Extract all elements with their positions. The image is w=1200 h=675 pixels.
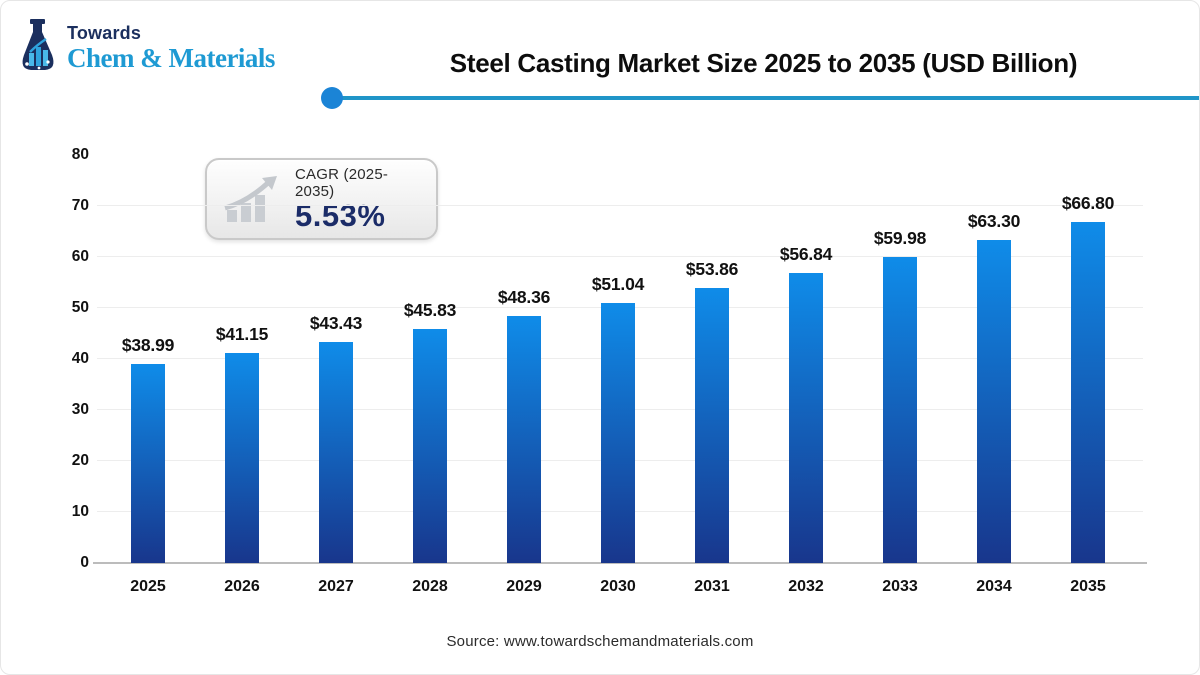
bar-2025 <box>131 364 165 563</box>
y-axis-tick-label: 30 <box>71 401 89 418</box>
x-axis-tick-label: 2026 <box>224 578 260 595</box>
x-axis-tick-label: 2032 <box>788 578 824 595</box>
y-axis: 0 10 20 30 40 50 60 70 80 <box>41 146 89 571</box>
y-axis-tick-label: 10 <box>71 503 89 520</box>
bar-slot-2027: $43.43 <box>289 155 383 563</box>
gridline <box>97 205 1143 206</box>
bar-slot-2035: $66.80 <box>1041 155 1135 563</box>
x-axis-tick-label: 2029 <box>506 578 542 595</box>
logo-towards-label: Towards <box>67 23 142 43</box>
bar-value-label: $56.84 <box>779 244 833 265</box>
bar-2031 <box>695 288 729 563</box>
cagr-value: 5.53% <box>295 197 386 233</box>
bar-slot-2032: $56.84 <box>759 155 853 563</box>
bar-value-label: $38.99 <box>121 335 175 356</box>
bar-slot-2031: $53.86 <box>665 155 759 563</box>
bar-slot-2030: $51.04 <box>571 155 665 563</box>
bar-2032 <box>789 273 823 563</box>
x-axis: 2025 2026 2027 2028 2029 2030 2031 2032 2033 2034… <box>101 578 1135 596</box>
bar-2034 <box>977 240 1011 563</box>
y-axis-tick-label: 70 <box>71 197 89 214</box>
bar-2033 <box>883 257 917 563</box>
y-axis-tick-label: 20 <box>71 452 89 469</box>
bar-value-label: $59.98 <box>873 228 927 249</box>
x-axis-tick-label: 2028 <box>412 578 448 595</box>
cagr-label: CAGR (2025-2035) <box>295 165 389 200</box>
bar-2035 <box>1071 222 1105 563</box>
y-axis-tick-label: 40 <box>71 350 89 367</box>
bar-slot-2025: $38.99 <box>101 155 195 563</box>
brand-logo-text: Towards Chem & Materials <box>67 17 275 72</box>
bar-slot-2026: $41.15 <box>195 155 289 563</box>
x-axis-tick-label: 2034 <box>976 578 1012 595</box>
bars-container: $38.99 $41.15 $43.43 $45.83 $48.36 $51.04 $53.… <box>101 155 1135 563</box>
bar-2028 <box>413 329 447 563</box>
plot-area: $38.99 $41.15 $43.43 $45.83 $48.36 $51.04 $53.… <box>93 155 1147 564</box>
bar-slot-2028: $45.83 <box>383 155 477 563</box>
y-axis-tick-label: 0 <box>80 554 89 571</box>
bar-value-label: $41.15 <box>215 324 269 345</box>
growth-trend-icon <box>224 176 277 222</box>
y-axis-tick-label: 80 <box>71 146 89 163</box>
bar-slot-2034: $63.30 <box>947 155 1041 563</box>
y-axis-tick-label: 50 <box>71 299 89 316</box>
logo-brand-label: Chem & Materials <box>67 43 275 73</box>
cagr-text-block: CAGR (2025-2035) 5.53% <box>295 166 426 233</box>
bar-value-label: $66.80 <box>1061 193 1115 214</box>
bar-slot-2029: $48.36 <box>477 155 571 563</box>
bar-2026 <box>225 353 259 563</box>
divider-line <box>332 96 1199 100</box>
flask-icon <box>22 19 54 70</box>
bar-value-label: $43.43 <box>309 312 363 333</box>
bar-slot-2033: $59.98 <box>853 155 947 563</box>
source-text: Source: www.towardschemandmaterials.com <box>446 633 754 650</box>
x-axis-tick-label: 2027 <box>318 578 354 595</box>
gridline <box>97 256 1143 257</box>
page-title: Steel Casting Market Size 2025 to 2035 (… <box>449 48 1078 78</box>
bar-2027 <box>319 341 353 563</box>
x-axis-tick-label: 2025 <box>130 578 166 595</box>
x-axis-tick-label: 2031 <box>694 578 730 595</box>
cagr-badge: CAGR (2025-2035) 5.53% <box>205 158 438 240</box>
y-axis-tick-label: 60 <box>71 248 89 265</box>
bar-value-label: $45.83 <box>403 300 457 321</box>
bar-2029 <box>507 316 541 563</box>
x-axis-tick-label: 2033 <box>882 578 918 595</box>
x-axis-tick-label: 2030 <box>600 578 636 595</box>
bar-value-label: $63.30 <box>967 211 1021 232</box>
bar-2030 <box>601 302 635 563</box>
x-axis-tick-label: 2035 <box>1070 578 1106 595</box>
bar-value-label: $53.86 <box>685 259 739 280</box>
x-axis-line <box>93 562 1147 564</box>
divider-dot-icon <box>321 87 343 109</box>
bar-value-label: $48.36 <box>497 287 551 308</box>
bar-value-label: $51.04 <box>591 273 645 294</box>
brand-logo: Towards Chem & Materials <box>15 17 275 77</box>
